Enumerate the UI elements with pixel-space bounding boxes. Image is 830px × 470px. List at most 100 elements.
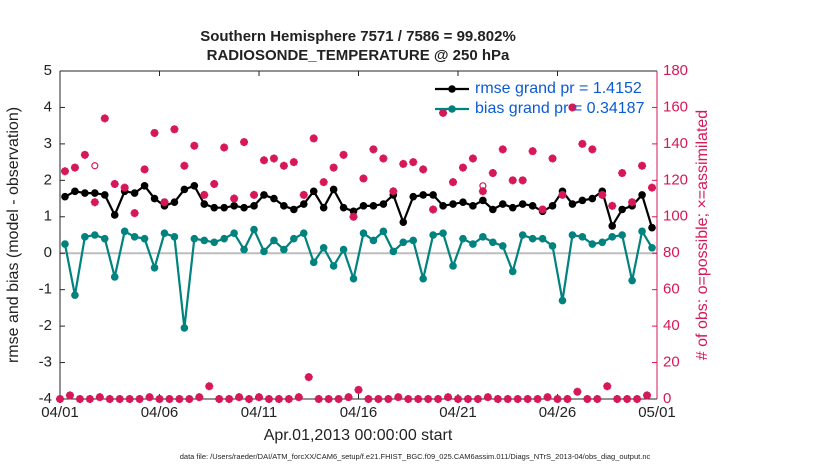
assimilated-marker — [245, 395, 254, 403]
y-tick-label: 0 — [44, 244, 52, 261]
data-point — [648, 223, 656, 232]
data-point — [339, 245, 348, 254]
assimilated-marker — [409, 158, 418, 167]
y-tick-label: 2 — [44, 171, 52, 188]
assimilated-marker — [364, 395, 373, 403]
assimilated-marker — [528, 147, 537, 156]
data-point — [309, 187, 318, 196]
assimilated-marker — [354, 385, 363, 394]
assimilated-marker — [165, 395, 174, 403]
data-point — [359, 202, 368, 210]
assimilated-marker — [110, 179, 119, 188]
assimilated-marker — [185, 395, 194, 403]
assimilated-marker — [513, 395, 522, 403]
y-tick-label: 4 — [44, 98, 52, 115]
data-point — [180, 185, 189, 194]
data-point — [190, 182, 199, 190]
y-tick-label: -3 — [39, 354, 52, 371]
assimilated-marker — [558, 190, 567, 199]
assimilated-marker — [369, 145, 378, 154]
data-point — [299, 229, 308, 237]
y-tick-label: 1 — [44, 208, 52, 225]
assimilated-marker — [638, 161, 647, 170]
x-axis-label: Apr.01,2013 00:00:00 start — [264, 427, 453, 444]
assimilated-marker — [85, 395, 94, 403]
data-point — [250, 202, 258, 210]
data-point — [260, 191, 268, 199]
data-point — [469, 240, 477, 248]
assimilated-marker — [533, 395, 542, 403]
data-point — [130, 233, 139, 241]
data-point — [568, 231, 577, 239]
data-point — [469, 202, 477, 210]
legend-label: bias grand pr = 0.34187 — [475, 100, 645, 117]
assimilated-marker — [319, 178, 328, 187]
assimilated-marker — [190, 141, 199, 150]
data-point — [220, 234, 228, 243]
assimilated-marker — [125, 395, 134, 403]
assimilated-marker — [135, 395, 144, 403]
assimilated-marker — [100, 114, 109, 123]
data-point — [270, 194, 278, 203]
data-point — [598, 238, 607, 247]
assimilated-marker — [643, 391, 652, 400]
y2-tick-label: 180 — [663, 62, 688, 79]
x-tick-label: 04/06 — [141, 404, 179, 421]
assimilated-marker — [508, 176, 517, 185]
data-point — [110, 273, 119, 281]
legend-entry: rmse grand pr = 1.4152 — [435, 80, 642, 97]
data-point — [140, 182, 149, 190]
y-tick-label: -4 — [39, 390, 52, 407]
y2-tick-label: 60 — [663, 281, 680, 298]
series-line — [63, 226, 653, 329]
data-point — [369, 236, 378, 245]
assimilated-marker — [424, 395, 433, 403]
data-point — [61, 240, 69, 248]
x-tick-label: 05/01 — [638, 404, 676, 421]
data-point — [91, 231, 99, 239]
x-tick-label: 04/01 — [41, 404, 79, 421]
data-point — [200, 236, 209, 245]
y2-tick-label: 160 — [663, 98, 688, 115]
assimilated-marker — [563, 395, 572, 403]
assimilated-marker — [523, 395, 532, 403]
assimilated-marker — [215, 395, 224, 403]
data-point — [220, 203, 228, 212]
assimilated-marker — [180, 161, 189, 170]
y2-tick-label: 40 — [663, 317, 680, 334]
assimilated-marker — [95, 393, 104, 402]
assimilated-marker — [359, 174, 368, 183]
assimilated-marker — [603, 382, 612, 391]
data-point — [130, 189, 139, 197]
data-point — [329, 262, 338, 270]
assimilated-marker — [309, 134, 318, 143]
assimilated-marker — [568, 103, 577, 112]
assimilated-marker — [498, 145, 507, 154]
chart-subtitle: RADIOSONDE_TEMPERATURE @ 250 hPa — [207, 47, 510, 64]
data-point — [638, 191, 646, 199]
assimilated-marker — [284, 395, 293, 403]
chart-title: Southern Hemisphere 7571 / 7586 = 99.802… — [200, 28, 516, 45]
x-tick-label: 04/21 — [439, 404, 477, 421]
data-point — [309, 258, 318, 267]
assimilated-marker — [80, 150, 89, 159]
assimilated-marker — [478, 187, 487, 196]
data-point — [399, 218, 408, 227]
data-point — [588, 194, 597, 203]
data-point — [518, 200, 527, 208]
data-point — [608, 222, 617, 230]
assimilated-marker — [90, 198, 99, 207]
data-point — [150, 194, 159, 203]
data-point — [240, 245, 248, 254]
assimilated-marker — [329, 163, 338, 172]
assimilated-marker — [339, 150, 348, 159]
data-point — [290, 205, 298, 214]
data-point — [319, 243, 328, 252]
assimilated-marker — [389, 187, 398, 196]
data-point — [638, 227, 646, 236]
assimilated-marker — [120, 183, 129, 192]
assimilated-marker — [608, 201, 617, 210]
assimilated-marker — [269, 154, 278, 163]
assimilated-marker — [210, 179, 219, 188]
data-point — [329, 185, 338, 194]
